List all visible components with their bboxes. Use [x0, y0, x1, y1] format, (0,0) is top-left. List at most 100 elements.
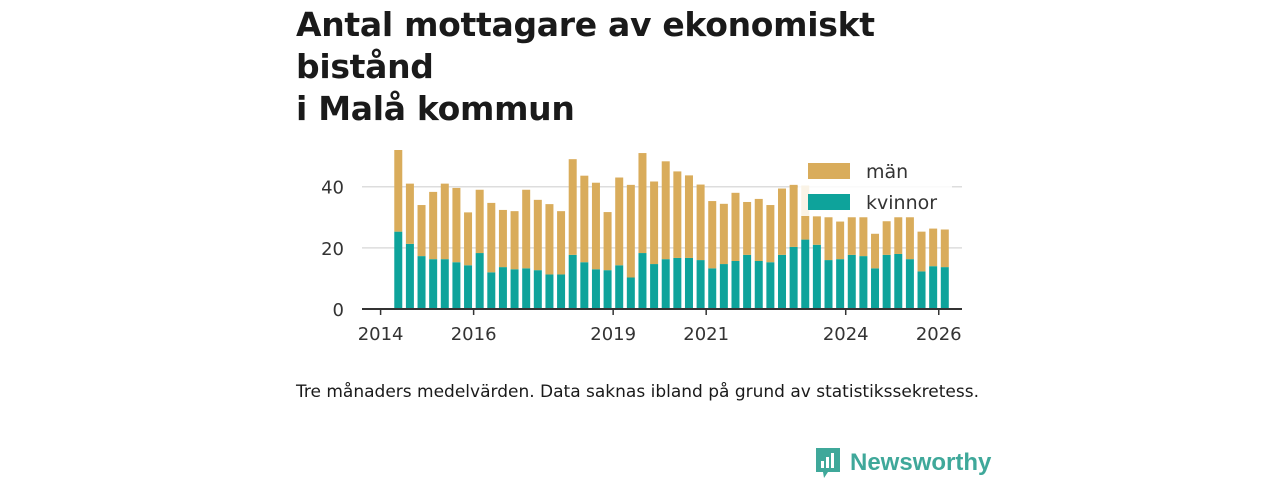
bar-man [859, 217, 868, 257]
bar-man [894, 217, 903, 254]
bar-kvinnor [871, 268, 880, 309]
x-tick-label: 2026 [916, 324, 962, 345]
bar-kvinnor [696, 260, 705, 309]
legend-label: män [866, 161, 908, 183]
bar-man [661, 161, 670, 260]
bar-man [778, 188, 786, 255]
bar-kvinnor [905, 259, 914, 309]
bar-man [917, 231, 926, 272]
y-tick-label: 40 [321, 178, 344, 199]
bar-kvinnor [882, 254, 891, 309]
bar-kvinnor [719, 264, 728, 309]
bar-man [708, 201, 717, 269]
newsworthy-logo[interactable]: Newsworthy [814, 446, 991, 480]
bar-man [812, 216, 821, 245]
bar-kvinnor [533, 270, 542, 309]
bar-man [940, 229, 949, 268]
bar-man [475, 189, 484, 254]
bar-kvinnor [603, 270, 612, 309]
bar-kvinnor [684, 257, 693, 309]
y-tick-label: 20 [321, 239, 344, 260]
bar-kvinnor [429, 259, 438, 309]
bar-kvinnor [789, 246, 798, 309]
bar-man [615, 177, 624, 266]
bar-man [789, 184, 798, 247]
bar-kvinnor [673, 257, 682, 309]
bar-kvinnor [940, 267, 949, 309]
bar-kvinnor [557, 274, 566, 309]
bar-man [754, 198, 763, 261]
legend-swatch [808, 194, 850, 210]
bar-man [673, 171, 682, 258]
bar-kvinnor [929, 266, 938, 309]
title-line-1: Antal mottagare av ekonomiskt bistånd [296, 5, 875, 86]
bar-kvinnor [836, 259, 845, 309]
bar-kvinnor [859, 256, 868, 309]
bar-man [824, 217, 833, 261]
bar-man [591, 182, 600, 270]
x-tick-label: 2019 [590, 324, 636, 345]
bar-man [766, 205, 775, 263]
bar-kvinnor [661, 259, 670, 309]
bar-man [545, 204, 554, 275]
bar-man [731, 192, 740, 261]
bar-man [719, 203, 728, 265]
bar-man [417, 205, 426, 257]
bar-kvinnor [464, 265, 473, 309]
bar-man [836, 221, 845, 260]
bar-kvinnor [847, 254, 856, 309]
y-tick-label: 0 [333, 300, 344, 321]
x-tick-label: 2014 [358, 324, 404, 345]
bar-kvinnor [638, 253, 647, 309]
legend: män kvinnor [798, 144, 952, 216]
bar-man [905, 217, 914, 260]
bar-man [847, 217, 856, 255]
bar-kvinnor [475, 253, 484, 309]
bar-man [452, 187, 461, 263]
x-tick-label: 2024 [823, 324, 869, 345]
x-tick-label: 2021 [683, 324, 729, 345]
bar-man [498, 209, 507, 268]
bar-man [929, 228, 938, 267]
bar-kvinnor [568, 254, 577, 309]
bar-man [603, 212, 612, 271]
newsworthy-logo-icon [816, 448, 840, 478]
x-tick-label: 2016 [451, 324, 497, 345]
bar-man [464, 212, 473, 266]
chart-caption: Tre månaders medelvärden. Data saknas ib… [296, 382, 979, 402]
legend-swatch [808, 163, 850, 179]
bar-kvinnor [615, 265, 624, 309]
bar-kvinnor [405, 243, 414, 309]
bar-man [557, 211, 566, 275]
bar-man [394, 150, 403, 232]
bar-kvinnor [894, 253, 903, 309]
bar-kvinnor [510, 269, 519, 309]
bar-man [510, 211, 519, 270]
bar-man [684, 175, 693, 258]
bar-man [533, 199, 542, 271]
bar-man [638, 153, 647, 254]
bar-man [580, 175, 589, 263]
bar-man [650, 181, 659, 265]
bar-kvinnor [824, 260, 833, 309]
bar-kvinnor [754, 260, 763, 309]
bar-kvinnor [650, 264, 659, 309]
bar-kvinnor [522, 268, 531, 309]
bar-kvinnor [731, 260, 740, 309]
bar-kvinnor [452, 262, 461, 309]
axes: 0 20 40 2014 2016 2019 2021 2024 2026 [321, 178, 962, 345]
bar-kvinnor [778, 254, 786, 309]
bar-kvinnor [394, 231, 403, 309]
bar-man [522, 189, 531, 269]
bar-kvinnor [417, 256, 426, 309]
bar-series [394, 150, 949, 309]
bar-man [882, 221, 891, 255]
bar-kvinnor [626, 277, 635, 309]
bar-kvinnor [487, 272, 496, 309]
bar-kvinnor [498, 267, 507, 309]
bar-kvinnor [812, 244, 821, 309]
title-line-2: i Malå kommun [296, 89, 575, 128]
bar-man [405, 183, 414, 244]
bar-man [696, 184, 705, 261]
